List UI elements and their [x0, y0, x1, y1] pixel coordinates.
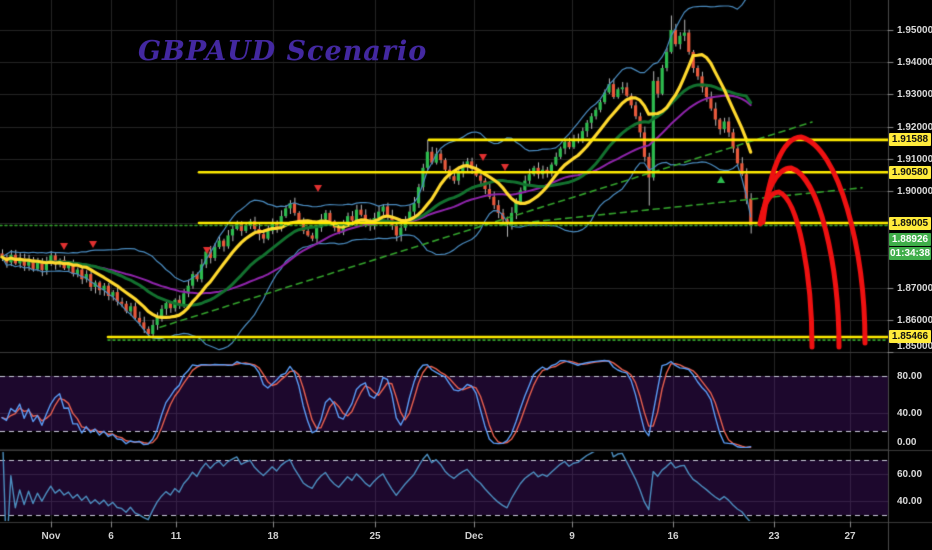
stoch-axis-label: 80.00 — [897, 371, 923, 382]
time-axis-label: 27 — [844, 531, 856, 542]
price-level-tag: 1.90580 — [889, 165, 931, 179]
time-axis-label: 11 — [170, 531, 182, 542]
rsi-axis-label: 60.00 — [897, 468, 923, 480]
time-axis-label: Nov — [41, 531, 61, 542]
time-axis-label: 23 — [768, 531, 780, 542]
last-price-tag: 1.88926 — [889, 232, 931, 246]
price-axis-label: 1.95000 — [897, 25, 932, 36]
stoch-axis-label: 0.00 — [897, 437, 917, 448]
price-axis-label: 1.93000 — [897, 89, 932, 101]
price-axis-label: 1.86000 — [897, 314, 932, 326]
rsi-axis-label: 40.00 — [897, 496, 923, 508]
price-axis-label: 1.92000 — [897, 121, 932, 133]
price-axis-label: 1.90000 — [897, 186, 932, 197]
time-axis-label: 18 — [267, 531, 279, 542]
countdown-tag: 01:34:38 — [889, 246, 931, 260]
price-level-tag: 1.89005 — [889, 216, 931, 230]
time-axis-label: 16 — [667, 531, 679, 542]
time-axis-label: 25 — [369, 531, 381, 542]
price-level-tag: 1.85466 — [889, 330, 931, 344]
stoch-axis-label: 40.00 — [897, 407, 923, 419]
time-axis-label: 9 — [569, 531, 575, 542]
time-axis-label: 6 — [108, 531, 114, 542]
time-axis-label: Dec — [464, 531, 484, 542]
price-axis-label: 1.85000 — [897, 341, 932, 352]
price-axis-label: 1.87000 — [897, 282, 932, 294]
price-axis-label: 1.91000 — [897, 153, 932, 165]
price-axis-label: 1.94000 — [897, 57, 932, 69]
price-level-tag: 1.91588 — [889, 133, 931, 147]
